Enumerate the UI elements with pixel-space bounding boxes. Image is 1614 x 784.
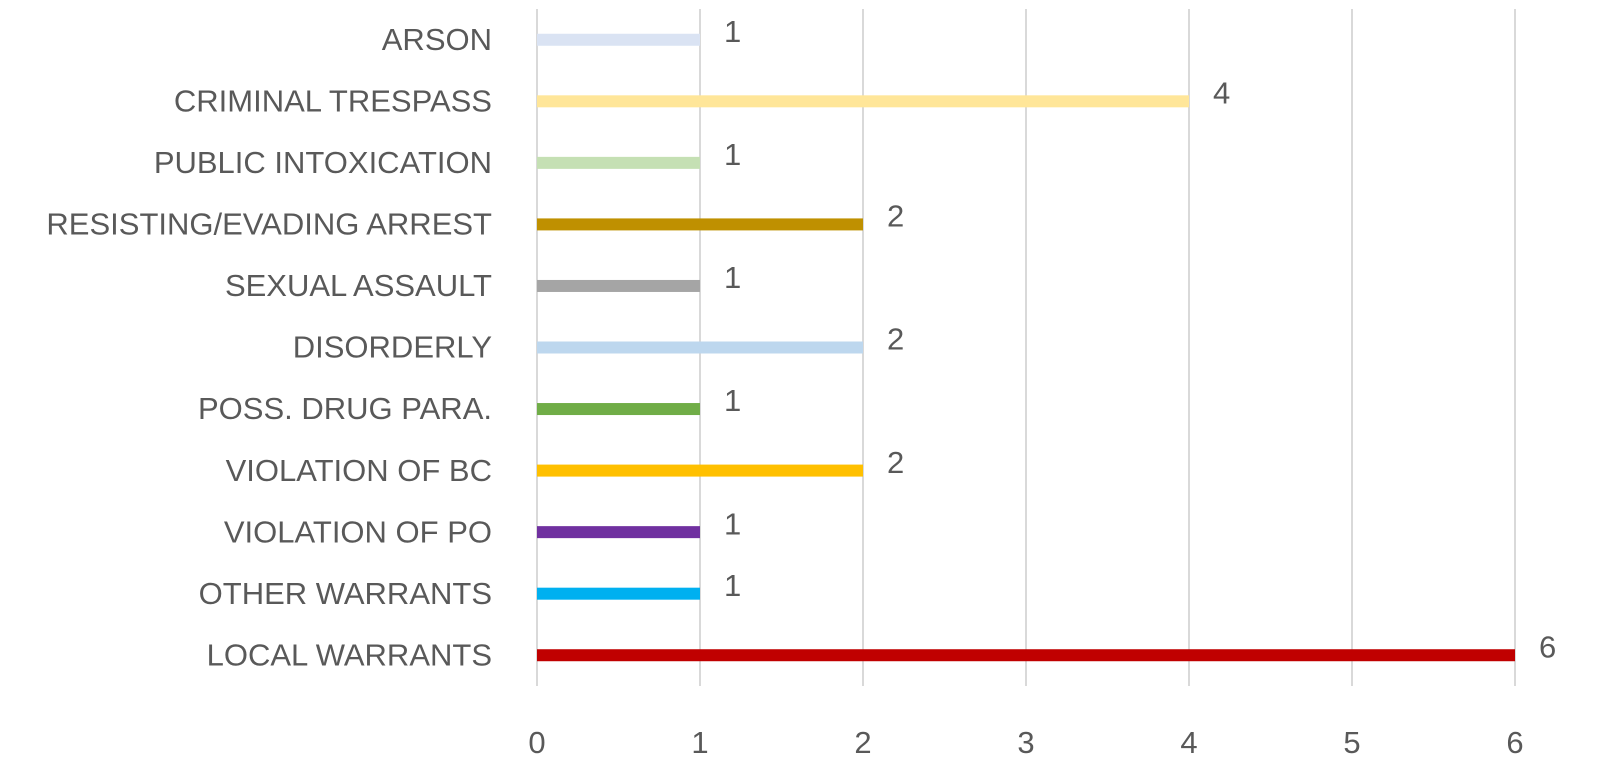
bar <box>537 403 700 416</box>
data-label: 1 <box>724 137 741 172</box>
y-tick-label: VIOLATION OF BC <box>226 453 492 488</box>
bar <box>537 218 863 231</box>
y-tick-label: DISORDERLY <box>293 330 492 365</box>
y-tick-label: VIOLATION OF PO <box>224 514 492 549</box>
x-tick-label: 0 <box>528 725 545 760</box>
bar <box>537 464 863 477</box>
data-label: 2 <box>887 322 904 357</box>
y-tick-label: ARSON <box>382 22 492 57</box>
y-tick-label: PUBLIC INTOXICATION <box>154 145 492 180</box>
data-label: 2 <box>887 199 904 234</box>
x-tick-label: 4 <box>1180 725 1197 760</box>
data-label: 1 <box>724 14 741 49</box>
x-tick-label: 2 <box>854 725 871 760</box>
data-label: 1 <box>724 260 741 295</box>
bar <box>537 341 863 354</box>
y-tick-label: SEXUAL ASSAULT <box>225 268 492 303</box>
x-tick-label: 3 <box>1017 725 1034 760</box>
bar <box>537 587 700 600</box>
data-label: 6 <box>1539 629 1556 664</box>
data-label: 1 <box>724 383 741 418</box>
y-tick-label: CRIMINAL TRESPASS <box>174 84 492 119</box>
y-tick-label: RESISTING/EVADING ARREST <box>46 207 492 242</box>
x-tick-label: 6 <box>1506 725 1523 760</box>
x-tick-label: 1 <box>691 725 708 760</box>
y-tick-label: OTHER WARRANTS <box>199 576 492 611</box>
bar <box>537 33 700 46</box>
x-tick-label: 5 <box>1343 725 1360 760</box>
bar <box>537 95 1189 108</box>
data-label: 1 <box>724 506 741 541</box>
y-tick-label: LOCAL WARRANTS <box>207 637 492 672</box>
bar <box>537 156 700 169</box>
data-label: 1 <box>724 568 741 603</box>
bar <box>537 526 700 539</box>
data-label: 2 <box>887 445 904 480</box>
bar <box>537 279 700 292</box>
data-label: 4 <box>1213 76 1230 111</box>
y-tick-label: POSS. DRUG PARA. <box>198 391 492 426</box>
bar <box>537 649 1515 662</box>
